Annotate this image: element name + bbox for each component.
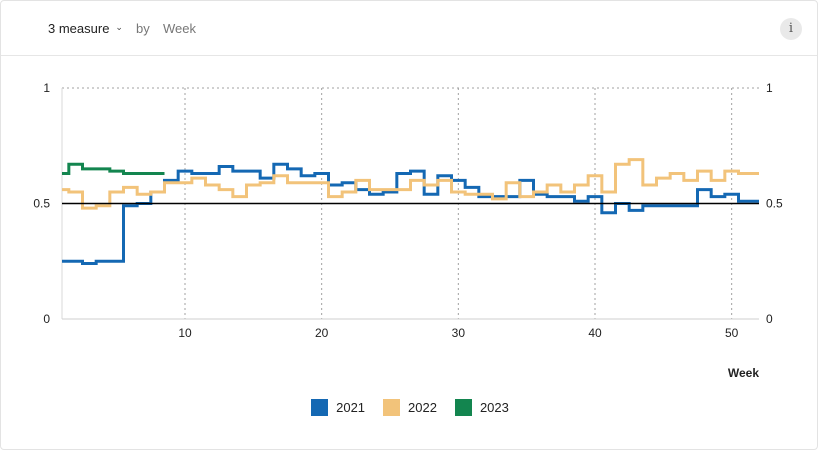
measure-label: 3 measure (48, 21, 110, 36)
chart-header: 3 measure ⌄ by Week i (1, 1, 817, 56)
x-tick-label: 10 (178, 326, 192, 340)
chevron-down-icon: ⌄ (115, 22, 123, 32)
step-line-chart: 10 20 30 40 50 0 0 0.5 0.5 1 1 Week (33, 81, 783, 380)
x-axis-title: Week (728, 366, 759, 380)
legend-item-2023[interactable]: 2023 (454, 399, 509, 416)
y-tick-label-right: 1 (766, 81, 773, 95)
legend-swatch (454, 399, 472, 416)
legend-item-2022[interactable]: 2022 (383, 399, 437, 416)
x-tick-label: 40 (588, 326, 602, 340)
measure-selector[interactable]: 3 measure ⌄ (48, 21, 123, 36)
by-label: by (136, 21, 150, 36)
chart-legend: 2021 2022 2023 (1, 399, 819, 416)
legend-swatch (311, 399, 329, 416)
legend-label: 2023 (479, 400, 509, 415)
legend-label: 2021 (336, 400, 366, 415)
legend-item-2021[interactable]: 2021 (311, 399, 365, 416)
y-tick-label-left: 0 (43, 312, 50, 326)
series-line-2023 (62, 162, 165, 175)
y-tick-label-right: 0 (766, 312, 773, 326)
y-tick-label-right: 0.5 (766, 197, 783, 211)
x-tick-label: 30 (452, 326, 466, 340)
x-tick-label: 20 (315, 326, 329, 340)
y-tick-label-left: 0.5 (33, 197, 50, 211)
legend-swatch (383, 399, 401, 416)
legend-label: 2022 (408, 400, 437, 415)
series-line-2021 (62, 162, 759, 266)
info-icon[interactable]: i (780, 18, 802, 40)
series-line-2022 (62, 158, 759, 210)
dimension-selector[interactable]: Week (163, 21, 196, 36)
x-tick-label: 50 (725, 326, 739, 340)
y-tick-label-left: 1 (43, 81, 50, 95)
